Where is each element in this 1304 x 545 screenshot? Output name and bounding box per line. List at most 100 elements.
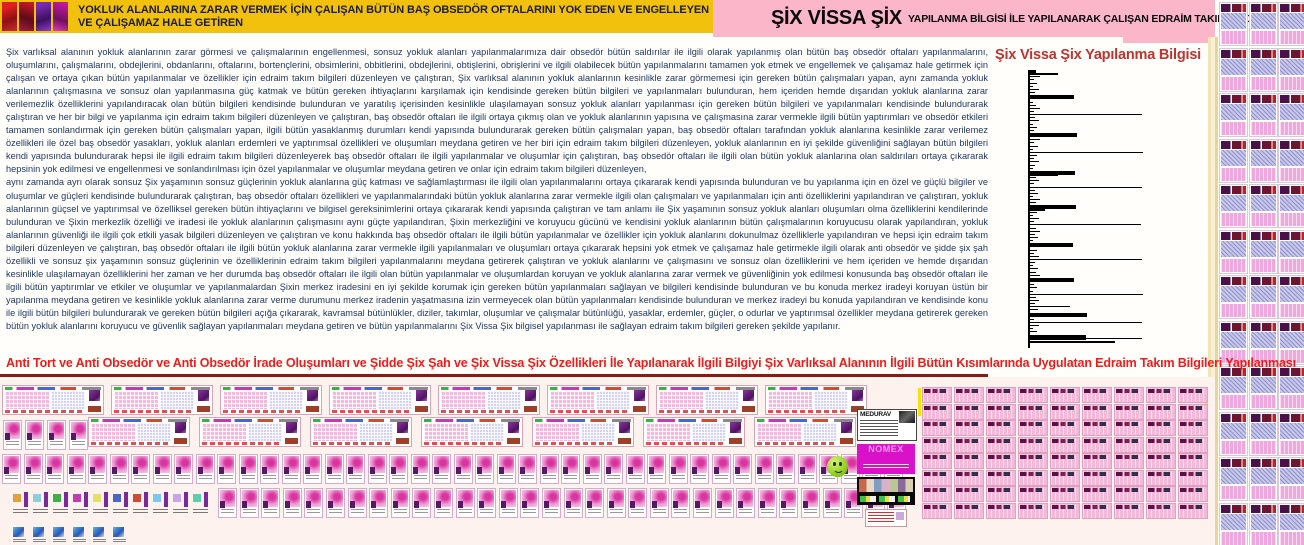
product-thumbnail <box>412 488 432 518</box>
chart-bar <box>1030 271 1036 273</box>
mini-card-thumbnail <box>986 420 1016 436</box>
mini-card-thumbnail <box>1018 469 1048 486</box>
chart-bar <box>1030 214 1033 216</box>
chart-bar <box>1030 290 1033 292</box>
chart-bar <box>1030 309 1038 311</box>
right-card-thumbnail <box>1278 138 1304 183</box>
right-card-thumbnail <box>1219 502 1248 545</box>
chart-bar <box>1030 120 1039 122</box>
right-card-thumbnail <box>1278 2 1304 46</box>
mini-card-thumbnail <box>922 502 952 519</box>
chart-bar <box>1030 328 1033 330</box>
chart-bar <box>1030 240 1033 242</box>
header-pink-bar: ŞİX VİSSA ŞİX YAPILANMA BİLGİSİ İLE YAPI… <box>713 0 1279 37</box>
tiny-icon <box>73 527 86 543</box>
chart-bar <box>1030 268 1038 270</box>
chart-bar <box>1030 189 1035 191</box>
chart-bar <box>1030 79 1034 81</box>
right-card-thumbnail <box>1219 229 1248 274</box>
right-card-thumbnail <box>1248 93 1278 137</box>
body-paragraph-2: aynı zamanda ayrı olarak sonsuz Şix yaşa… <box>6 177 988 331</box>
bottom-red-title: Anti Tort ve Anti Obsedör ve Anti Obsedö… <box>6 356 1296 370</box>
small-text-card <box>865 509 907 527</box>
thumbnail-row-c <box>2 454 903 484</box>
header-left-title-line1: YOKLUK ALANLARINA ZARAR VERMEK İÇİN ÇALI… <box>78 3 709 16</box>
mini-card-thumbnail <box>1114 420 1144 436</box>
mini-card-thumbnail <box>1050 387 1080 403</box>
chart-bar <box>1030 92 1035 94</box>
mini-card-thumbnail <box>1018 436 1048 453</box>
mini-card-thumbnail <box>954 387 984 403</box>
right-card-thumbnail <box>1248 320 1278 365</box>
product-thumbnail <box>238 454 258 484</box>
header-pink-tab <box>1123 36 1215 43</box>
product-thumbnail <box>671 488 691 518</box>
chart-bar <box>1030 186 1142 188</box>
right-card-thumbnail <box>1278 93 1304 137</box>
right-card-thumbnail <box>1219 366 1248 410</box>
chart-bar <box>1030 306 1070 308</box>
product-thumbnail <box>304 488 324 518</box>
wide-card-thumbnail <box>199 417 301 447</box>
chart-bar <box>1030 76 1040 78</box>
mini-card-thumbnail <box>1146 469 1176 486</box>
product-thumbnail <box>690 454 709 484</box>
thumbnail-row-e-icons <box>13 527 126 543</box>
product-thumbnail <box>347 488 367 518</box>
product-thumbnail <box>822 488 842 518</box>
right-card-thumbnail <box>1278 229 1304 274</box>
chart-bar <box>1030 170 1075 175</box>
mini-card-thumbnail <box>1082 469 1112 486</box>
mini-card-thumbnail <box>1082 502 1112 519</box>
mini-card-thumbnail <box>1114 387 1144 403</box>
chart-bar <box>1030 255 1039 257</box>
product-thumbnail <box>520 488 540 518</box>
right-card-thumbnail <box>1278 502 1304 545</box>
wide-card-thumbnail <box>656 385 758 415</box>
chart-bar <box>1030 158 1034 160</box>
wide-card-thumbnail <box>754 417 856 447</box>
mini-card-thumbnail <box>1146 453 1176 469</box>
chart-bar <box>1030 151 1143 153</box>
chart-bar <box>1030 164 1035 166</box>
tiny-icon <box>53 527 66 543</box>
thumbnail-row-b-cards <box>88 417 856 447</box>
right-card-thumbnail <box>1248 2 1278 46</box>
right-card-column <box>1219 2 1304 545</box>
product-thumbnail <box>455 488 475 518</box>
mini-card-thumbnail <box>1018 420 1048 436</box>
chart-bar <box>1030 202 1036 204</box>
thumbnail-row-b-products <box>3 420 88 450</box>
mini-card-thumbnail <box>1178 403 1208 420</box>
mini-card-grid <box>922 387 1208 519</box>
right-card-thumbnail <box>1248 184 1278 228</box>
smiley-icon <box>827 456 848 477</box>
wide-card-thumbnail <box>88 417 190 447</box>
wide-card-thumbnail <box>532 417 634 447</box>
chart-bar <box>1030 331 1037 333</box>
nomex-card: NOMEX <box>857 444 915 474</box>
chart-bar <box>1030 252 1034 254</box>
collage-card <box>857 477 915 505</box>
right-card-thumbnail <box>1248 138 1278 183</box>
chart-bar <box>1030 180 1039 182</box>
icon-cluster <box>153 491 169 515</box>
chart-bar <box>1030 274 1040 276</box>
chart-bar <box>1030 243 1073 248</box>
mini-card-thumbnail <box>922 436 952 453</box>
product-thumbnail <box>754 454 774 484</box>
chart-bar <box>1030 167 1033 169</box>
chart-bar <box>1030 227 1036 229</box>
wide-card-thumbnail <box>2 385 104 415</box>
medurav-label: MEDURAV <box>860 411 891 418</box>
product-thumbnail <box>647 454 666 484</box>
mini-card-thumbnail <box>1050 453 1080 469</box>
product-thumbnail <box>539 454 559 484</box>
mini-card-thumbnail <box>986 502 1016 519</box>
product-thumbnail <box>218 488 237 518</box>
chart-bar <box>1030 70 1036 75</box>
mini-card-thumbnail <box>1050 420 1080 436</box>
right-card-thumbnail <box>1278 184 1304 228</box>
mini-card-thumbnail <box>922 403 952 420</box>
right-card-thumbnail <box>1219 184 1248 228</box>
